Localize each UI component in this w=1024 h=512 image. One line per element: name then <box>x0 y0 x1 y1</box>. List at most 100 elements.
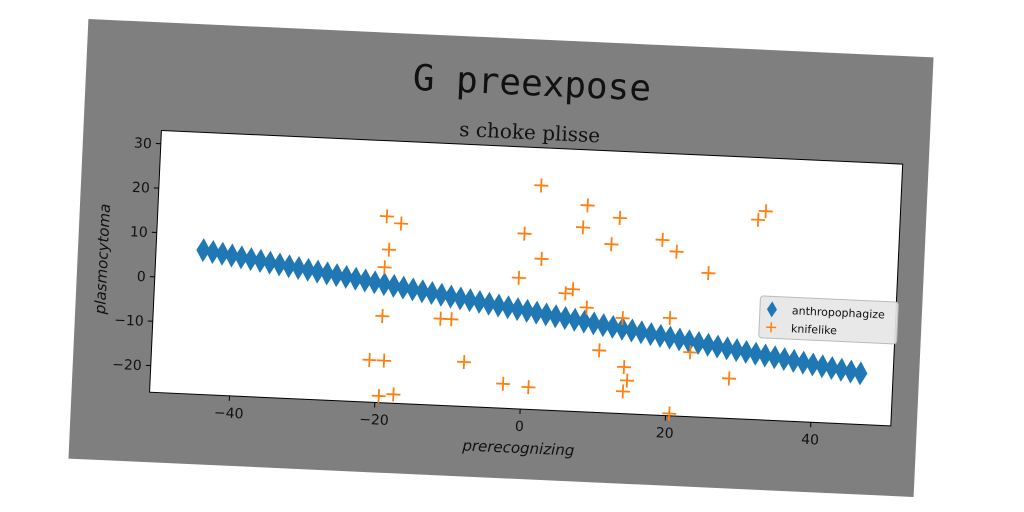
data-point-knifelike <box>362 352 377 367</box>
data-point-anthropophagize <box>643 322 658 347</box>
data-point-anthropophagize <box>834 357 849 382</box>
data-point-knifelike <box>655 232 670 247</box>
data-point-knifelike <box>751 212 766 227</box>
x-axis-label: prerecognizing <box>461 436 575 459</box>
data-point-knifelike <box>394 216 409 231</box>
series-anthropophagize <box>196 238 868 386</box>
legend-box <box>758 295 899 345</box>
data-point-anthropophagize <box>224 243 239 268</box>
chart-suptitle: G preexpose <box>412 58 652 110</box>
data-point-knifelike <box>615 311 630 326</box>
data-point-anthropophagize <box>377 272 392 297</box>
data-point-anthropophagize <box>310 259 325 284</box>
data-point-anthropophagize <box>662 325 677 350</box>
data-point-anthropophagize <box>586 311 601 336</box>
data-point-anthropophagize <box>424 281 439 306</box>
x-tick-label: 20 <box>655 425 674 442</box>
data-point-anthropophagize <box>262 250 277 275</box>
data-point-anthropophagize <box>501 295 516 320</box>
data-point-knifelike <box>701 266 716 281</box>
data-point-anthropophagize <box>824 356 839 380</box>
data-point-anthropophagize <box>234 245 249 270</box>
data-point-anthropophagize <box>243 247 258 272</box>
y-axis-ticks: −20 −10 0 10 20 30 <box>112 136 161 374</box>
data-point-anthropophagize <box>596 313 611 338</box>
data-point-knifelike <box>662 310 677 326</box>
y-tick-label: 30 <box>134 136 153 153</box>
data-point-anthropophagize <box>634 320 649 345</box>
data-point-knifelike <box>496 376 511 391</box>
data-point-anthropophagize <box>443 284 458 309</box>
data-point-knifelike <box>379 209 394 224</box>
data-point-anthropophagize <box>529 300 544 325</box>
data-point-anthropophagize <box>396 275 411 300</box>
plot-area <box>149 129 904 427</box>
legend: anthropophagize knifelike <box>758 295 899 345</box>
data-point-knifelike <box>669 244 684 259</box>
data-point-anthropophagize <box>272 252 287 277</box>
data-point-knifelike <box>580 198 595 213</box>
data-point-anthropophagize <box>482 291 497 316</box>
x-axis-ticks: −40 −20 0 20 40 <box>214 395 820 449</box>
data-point-knifelike <box>683 345 698 360</box>
data-point-anthropophagize <box>701 332 716 357</box>
data-point-knifelike <box>377 260 392 275</box>
data-point-anthropophagize <box>291 256 306 281</box>
data-point-knifelike <box>620 373 635 388</box>
chart-title: s choke plisse <box>459 117 601 147</box>
data-point-anthropophagize <box>339 264 354 289</box>
data-point-anthropophagize <box>567 307 582 332</box>
data-point-anthropophagize <box>472 289 487 314</box>
data-point-anthropophagize <box>301 257 316 282</box>
data-point-anthropophagize <box>710 334 725 359</box>
data-point-anthropophagize <box>777 347 792 372</box>
y-tick-label: −10 <box>114 312 144 329</box>
data-point-anthropophagize <box>348 266 363 291</box>
x-tick-label: −20 <box>359 412 389 429</box>
data-point-anthropophagize <box>720 336 735 361</box>
data-point-anthropophagize <box>367 270 382 295</box>
data-point-anthropophagize <box>558 306 573 330</box>
data-point-knifelike <box>662 406 677 421</box>
legend-marker-anthropophagize <box>766 301 777 318</box>
data-point-knifelike <box>615 384 630 399</box>
data-point-anthropophagize <box>815 354 830 379</box>
data-point-anthropophagize <box>653 323 668 348</box>
data-point-anthropophagize <box>691 331 706 355</box>
x-tick-label: 40 <box>801 432 820 449</box>
data-point-anthropophagize <box>758 343 773 368</box>
data-point-knifelike <box>592 343 607 358</box>
x-tick-label: −40 <box>214 405 244 422</box>
data-point-knifelike <box>604 237 619 252</box>
y-tick-label: 10 <box>130 224 149 241</box>
data-point-anthropophagize <box>462 288 477 313</box>
data-point-knifelike <box>565 282 580 297</box>
data-point-anthropophagize <box>405 277 420 302</box>
data-point-anthropophagize <box>748 341 763 366</box>
data-point-anthropophagize <box>415 279 430 304</box>
y-tick-label: −20 <box>112 357 142 374</box>
data-point-anthropophagize <box>739 339 754 364</box>
data-point-knifelike <box>376 353 392 368</box>
y-axis-label: plasmocytoma <box>91 203 114 315</box>
y-tick-label: 0 <box>136 269 146 285</box>
data-point-anthropophagize <box>205 239 220 264</box>
data-point-knifelike <box>575 220 591 235</box>
data-point-knifelike <box>511 270 526 285</box>
data-point-anthropophagize <box>282 254 297 279</box>
data-point-anthropophagize <box>786 348 801 373</box>
data-point-anthropophagize <box>796 350 811 375</box>
data-point-anthropophagize <box>434 282 449 307</box>
data-point-anthropophagize <box>386 273 401 298</box>
data-point-anthropophagize <box>548 304 563 329</box>
data-point-knifelike <box>386 387 401 402</box>
data-point-knifelike <box>722 371 737 386</box>
series-knifelike <box>362 178 773 421</box>
data-point-anthropophagize <box>672 327 687 352</box>
data-point-knifelike <box>382 242 397 257</box>
legend-label-anthropophagize: anthropophagize <box>792 304 886 321</box>
data-point-anthropophagize <box>843 359 858 384</box>
data-point-anthropophagize <box>329 263 344 288</box>
data-point-knifelike <box>612 210 627 225</box>
data-point-knifelike <box>616 360 632 375</box>
